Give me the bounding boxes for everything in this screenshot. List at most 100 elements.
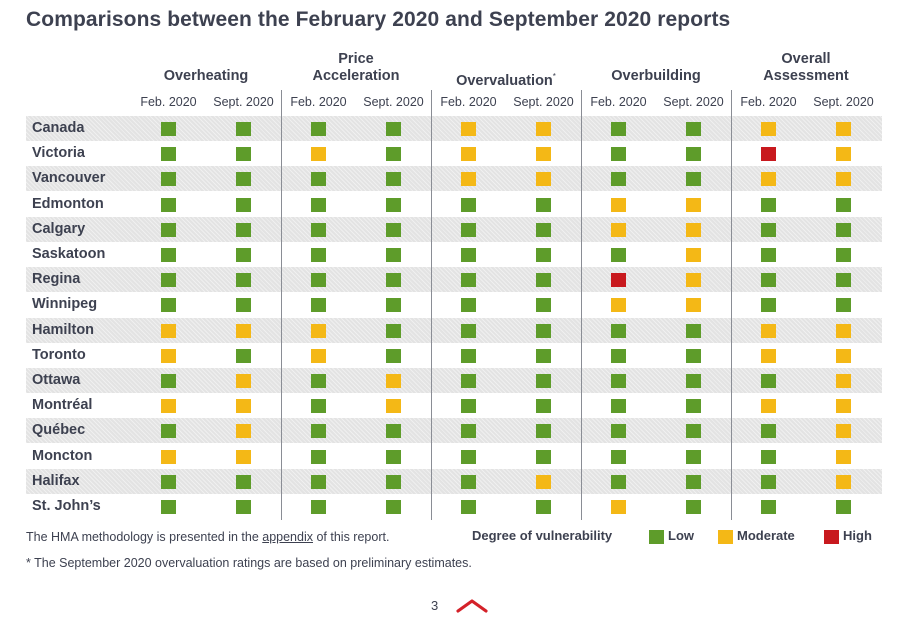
city-label: St. John’s bbox=[32, 498, 101, 514]
rating-moderate bbox=[310, 323, 326, 338]
rating-low bbox=[835, 298, 851, 313]
rating-moderate bbox=[235, 449, 251, 464]
rating-moderate bbox=[160, 399, 176, 414]
group-header-line2: Overvaluation bbox=[456, 72, 553, 89]
page-title: Comparisons between the February 2020 an… bbox=[26, 8, 731, 31]
city-label: Winnipeg bbox=[32, 296, 98, 313]
sub-header-feb: Feb. 2020 bbox=[290, 95, 347, 109]
table-row: Canada bbox=[26, 116, 882, 141]
rating-low bbox=[460, 399, 476, 414]
legend-swatch-low bbox=[649, 530, 664, 544]
rating-low bbox=[385, 474, 401, 489]
rating-low bbox=[460, 449, 476, 464]
rating-low bbox=[385, 248, 401, 262]
rating-low bbox=[610, 122, 626, 136]
city-label: Ottawa bbox=[32, 372, 81, 388]
rating-low bbox=[160, 172, 176, 187]
rating-low bbox=[760, 474, 776, 489]
city-label: Saskatoon bbox=[32, 246, 106, 262]
rating-low bbox=[760, 197, 776, 212]
rating-moderate bbox=[610, 298, 626, 313]
rating-moderate bbox=[535, 474, 551, 489]
rating-low bbox=[760, 500, 776, 514]
rating-moderate bbox=[460, 122, 476, 136]
rating-low bbox=[610, 474, 626, 489]
rating-moderate bbox=[160, 348, 176, 363]
rating-low bbox=[235, 500, 251, 514]
group-header-line2: Overbuilding bbox=[611, 68, 701, 84]
rating-low bbox=[385, 222, 401, 237]
rating-low bbox=[610, 449, 626, 464]
sub-header-sept: Sept. 2020 bbox=[363, 95, 424, 109]
group-header-line2: Overheating bbox=[163, 68, 249, 84]
rating-low bbox=[310, 500, 326, 514]
rating-low bbox=[835, 248, 851, 262]
rating-low bbox=[385, 424, 401, 439]
rating-moderate bbox=[760, 399, 776, 414]
rating-low bbox=[835, 197, 851, 212]
table-row: Montréal bbox=[26, 393, 882, 418]
rating-moderate bbox=[535, 147, 551, 162]
page-number: 3 bbox=[431, 598, 439, 613]
rating-low bbox=[610, 399, 626, 414]
rating-low bbox=[760, 298, 776, 313]
rating-moderate bbox=[385, 374, 401, 388]
group-header: Overheating bbox=[131, 68, 281, 85]
rating-low bbox=[685, 424, 701, 439]
rating-moderate bbox=[760, 348, 776, 363]
table-row: Québec bbox=[26, 418, 882, 444]
chevron-up-icon[interactable] bbox=[456, 598, 488, 614]
table-row: Regina bbox=[26, 267, 882, 293]
rating-low bbox=[685, 122, 701, 136]
rating-low bbox=[235, 222, 251, 237]
rating-high bbox=[760, 147, 776, 162]
rating-low bbox=[460, 374, 476, 388]
rating-low bbox=[385, 449, 401, 464]
rating-low bbox=[385, 298, 401, 313]
rating-low bbox=[685, 449, 701, 464]
rating-low bbox=[535, 348, 551, 363]
rating-low bbox=[685, 323, 701, 338]
rating-low bbox=[685, 147, 701, 162]
rating-moderate bbox=[835, 147, 851, 162]
rating-low bbox=[385, 500, 401, 514]
rating-low bbox=[535, 449, 551, 464]
methodology-prefix: The HMA methodology is presented in the bbox=[26, 530, 263, 544]
table-row: Vancouver bbox=[26, 166, 882, 192]
group-divider bbox=[281, 90, 282, 520]
group-header-line1: Price bbox=[338, 51, 374, 67]
rating-low bbox=[310, 222, 326, 237]
rating-low bbox=[460, 348, 476, 363]
city-label: Canada bbox=[32, 120, 85, 136]
rating-moderate bbox=[835, 474, 851, 489]
city-label: Québec bbox=[32, 422, 86, 439]
rating-moderate bbox=[835, 424, 851, 439]
rating-low bbox=[760, 248, 776, 262]
rating-low bbox=[685, 374, 701, 388]
rating-moderate bbox=[235, 323, 251, 338]
asterisk-marker: * bbox=[552, 72, 556, 81]
table-row: Moncton bbox=[26, 444, 882, 469]
rating-moderate bbox=[610, 500, 626, 514]
rating-moderate bbox=[760, 172, 776, 187]
rating-low bbox=[535, 374, 551, 388]
rating-moderate bbox=[835, 122, 851, 136]
rating-low bbox=[535, 273, 551, 288]
rating-moderate bbox=[310, 348, 326, 363]
rating-moderate bbox=[235, 399, 251, 414]
rating-low bbox=[235, 122, 251, 136]
sub-header-sept: Sept. 2020 bbox=[213, 95, 274, 109]
rating-moderate bbox=[835, 323, 851, 338]
rating-low bbox=[310, 172, 326, 187]
rating-moderate bbox=[760, 323, 776, 338]
rating-low bbox=[610, 323, 626, 338]
rating-low bbox=[685, 500, 701, 514]
rating-low bbox=[685, 172, 701, 187]
appendix-link[interactable]: appendix bbox=[262, 530, 313, 544]
rating-low bbox=[160, 222, 176, 237]
group-header-line1: Overall bbox=[781, 51, 831, 67]
sub-header-sept: Sept. 2020 bbox=[663, 95, 724, 109]
sub-header-sept: Sept. 2020 bbox=[813, 95, 874, 109]
rating-low bbox=[310, 449, 326, 464]
table-row: St. John’s bbox=[26, 494, 882, 519]
